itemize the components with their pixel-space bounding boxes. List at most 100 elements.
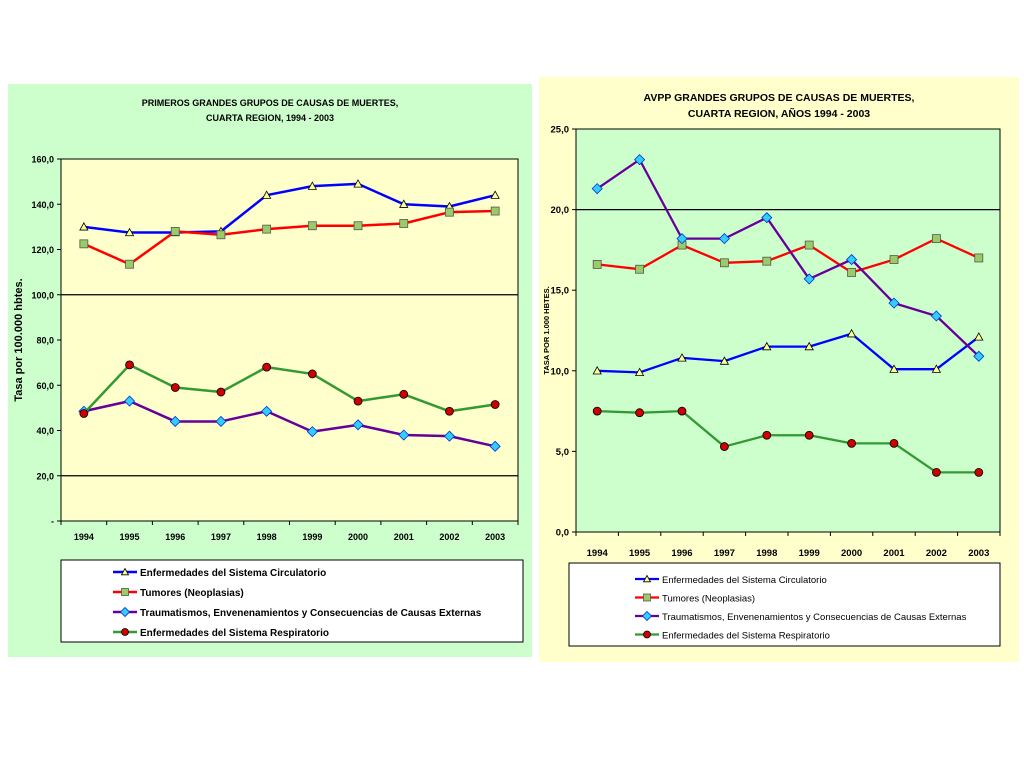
y-tick-label: 20,0 (36, 471, 54, 481)
x-tick-label: 1998 (756, 548, 777, 559)
series-line (597, 409, 979, 474)
data-point (804, 240, 814, 250)
legend-marker (121, 588, 129, 596)
data-point (353, 396, 363, 406)
data-point (490, 206, 500, 216)
data-point (676, 233, 688, 245)
legend-label: Enfermedades del Sistema Circulatorio (662, 575, 827, 586)
x-tick-label: 2002 (926, 548, 947, 559)
x-tick-label: 1999 (799, 548, 820, 559)
data-point (79, 409, 89, 418)
legend-label: Tumores (Neoplasias) (662, 594, 755, 605)
data-point (307, 221, 317, 231)
x-tick-label: 1999 (302, 532, 322, 542)
series-line (596, 158, 980, 358)
data-point (718, 233, 730, 245)
y-tick-label: 20,0 (551, 205, 570, 216)
chart-title: AVPP GRANDES GRUPOS DE CAUSAS DE MUERTES… (644, 92, 915, 104)
y-tick-label: 25,0 (551, 125, 570, 136)
data-point (445, 406, 454, 416)
y-tick-label: 0,0 (556, 528, 569, 539)
x-tick-label: 2001 (883, 548, 905, 559)
data-point (352, 419, 364, 431)
data-point (761, 212, 773, 224)
legend-marker (643, 630, 651, 639)
chart-title: CUARTA REGION, 1994 - 2003 (206, 113, 334, 123)
x-tick-label: 1995 (120, 532, 140, 542)
legend-label: Enfermedades del Sistema Circulatorio (140, 568, 326, 579)
x-tick-label: 1996 (165, 532, 185, 542)
data-point (889, 255, 899, 264)
series-line (83, 182, 496, 234)
data-point (634, 367, 645, 377)
chart-svg: PRIMEROS GRANDES GRUPOS DE CAUSAS DE MUE… (8, 84, 532, 657)
data-point (79, 239, 89, 249)
data-point (170, 383, 180, 392)
plot-area (60, 158, 519, 522)
data-point (762, 430, 772, 440)
data-point (931, 364, 942, 373)
data-point (846, 328, 857, 338)
data-point (888, 297, 900, 309)
legend-marker (119, 606, 131, 618)
x-tick-label: 2001 (394, 532, 414, 542)
data-point (125, 259, 134, 269)
x-tick-label: 1994 (74, 532, 94, 542)
data-point (398, 429, 410, 441)
data-point (123, 395, 136, 407)
x-tick-label: 1995 (629, 548, 651, 559)
data-point (592, 365, 602, 375)
legend-box (568, 562, 1001, 647)
data-point (399, 219, 409, 228)
data-point (677, 406, 687, 416)
series-line (597, 237, 980, 274)
y-tick-label: 10,0 (551, 366, 570, 377)
y-tick-label: 5,0 (556, 447, 569, 458)
x-tick-label: 2000 (841, 548, 862, 559)
x-tick-label: 1997 (714, 548, 735, 559)
data-point (677, 353, 687, 362)
legend-marker (121, 628, 129, 636)
data-point (762, 341, 772, 351)
y-axis-label: TASA POR 1.000 HBTES. (542, 286, 551, 374)
data-point (443, 430, 456, 442)
data-point (974, 467, 984, 477)
data-point (353, 179, 363, 188)
data-point (635, 264, 644, 274)
data-point (592, 260, 602, 269)
data-point (762, 256, 772, 266)
y-tick-label: 100,0 (31, 290, 54, 300)
data-point (889, 438, 899, 448)
chart-panel-avpp-grupos: AVPP GRANDES GRUPOS DE CAUSAS DE MUERTES… (539, 77, 1019, 662)
y-tick-label: 40,0 (36, 426, 54, 436)
x-tick-label: 1998 (257, 532, 277, 542)
data-point (261, 190, 272, 199)
x-tick-label: 1994 (587, 548, 609, 559)
data-point (889, 364, 899, 373)
data-point (170, 226, 180, 236)
y-axis-label: Tasa por 100.000 hbtes. (13, 278, 25, 401)
data-point (490, 190, 500, 199)
y-tick-label: 80,0 (36, 336, 54, 346)
data-point (261, 405, 273, 417)
data-point (215, 415, 227, 428)
data-point (399, 199, 409, 208)
legend-marker (643, 593, 651, 602)
data-point (719, 356, 730, 365)
series-line (82, 363, 496, 415)
data-point (307, 369, 317, 379)
data-point (719, 442, 729, 451)
data-point (930, 310, 942, 322)
data-point (846, 254, 858, 266)
x-tick-label: 2003 (485, 532, 505, 542)
y-tick-label: 120,0 (31, 245, 54, 255)
plot-area (575, 128, 1001, 533)
data-point (216, 387, 226, 397)
data-point (931, 234, 941, 244)
data-point (634, 154, 646, 166)
series-line (597, 332, 980, 374)
chart-title: PRIMEROS GRANDES GRUPOS DE CAUSAS DE MUE… (142, 98, 399, 108)
data-point (592, 406, 602, 416)
legend-label: Traumatismos, Envenenamientos y Consecue… (140, 608, 482, 619)
y-tick-label: - (51, 517, 54, 527)
